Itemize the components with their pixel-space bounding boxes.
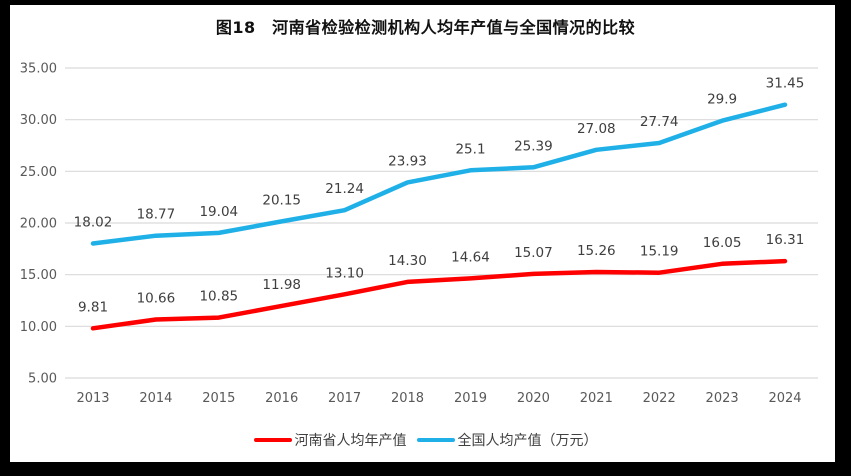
svg-text:19.04: 19.04	[199, 204, 238, 220]
svg-text:2024: 2024	[768, 391, 801, 406]
svg-text:27.74: 27.74	[640, 114, 679, 130]
svg-text:16.31: 16.31	[766, 232, 805, 248]
svg-text:2015: 2015	[202, 391, 235, 406]
svg-text:2017: 2017	[328, 391, 361, 406]
frame-border-bottom	[0, 462, 851, 476]
svg-text:11.98: 11.98	[262, 277, 301, 293]
svg-text:16.05: 16.05	[703, 235, 742, 251]
svg-text:14.30: 14.30	[388, 253, 427, 269]
svg-text:27.08: 27.08	[577, 121, 616, 137]
svg-text:2019: 2019	[454, 391, 487, 406]
svg-text:2014: 2014	[139, 391, 172, 406]
svg-text:25.39: 25.39	[514, 138, 553, 154]
svg-text:2020: 2020	[517, 391, 550, 406]
legend-label-national: 全国人均产值（万元）	[457, 433, 598, 449]
legend-item-national: 全国人均产值（万元）	[416, 430, 598, 450]
svg-text:15.07: 15.07	[514, 245, 553, 261]
svg-text:15.19: 15.19	[640, 244, 679, 260]
svg-text:15.26: 15.26	[577, 243, 616, 259]
chart-title: 图18 河南省检验检测机构人均年产值与全国情况的比较	[215, 18, 636, 37]
svg-text:25.00: 25.00	[20, 165, 57, 180]
svg-text:2021: 2021	[580, 391, 613, 406]
svg-text:10.66: 10.66	[137, 291, 176, 307]
svg-text:23.93: 23.93	[388, 153, 427, 169]
svg-text:21.24: 21.24	[325, 181, 364, 197]
svg-text:2016: 2016	[265, 391, 298, 406]
svg-text:2013: 2013	[76, 391, 109, 406]
frame-border-left	[0, 0, 10, 476]
svg-text:31.45: 31.45	[766, 76, 805, 92]
svg-text:10.85: 10.85	[199, 289, 238, 305]
legend-item-henan: 河南省人均年产值	[253, 430, 407, 450]
svg-text:15.00: 15.00	[20, 268, 57, 283]
svg-text:30.00: 30.00	[20, 113, 57, 128]
svg-text:2023: 2023	[706, 391, 739, 406]
legend-swatch-national	[416, 437, 455, 443]
chart-legend: 河南省人均年产值 全国人均产值（万元）	[0, 430, 851, 450]
svg-text:9.81: 9.81	[78, 299, 108, 315]
svg-text:20.15: 20.15	[262, 192, 301, 208]
svg-text:25.1: 25.1	[455, 141, 485, 157]
svg-text:18.02: 18.02	[74, 215, 113, 231]
svg-text:5.00: 5.00	[28, 372, 57, 387]
svg-text:2022: 2022	[643, 391, 676, 406]
svg-text:35.00: 35.00	[20, 62, 57, 77]
svg-text:14.64: 14.64	[451, 249, 490, 265]
svg-text:2018: 2018	[391, 391, 424, 406]
svg-text:10.00: 10.00	[20, 320, 57, 335]
svg-text:29.9: 29.9	[707, 92, 737, 108]
frame-border-top	[0, 0, 851, 5]
svg-text:18.77: 18.77	[137, 207, 176, 223]
svg-text:20.00: 20.00	[20, 217, 57, 232]
legend-swatch-henan	[253, 437, 292, 443]
frame-border-right	[835, 0, 851, 476]
svg-text:13.10: 13.10	[325, 265, 364, 281]
legend-label-henan: 河南省人均年产值	[294, 433, 407, 449]
